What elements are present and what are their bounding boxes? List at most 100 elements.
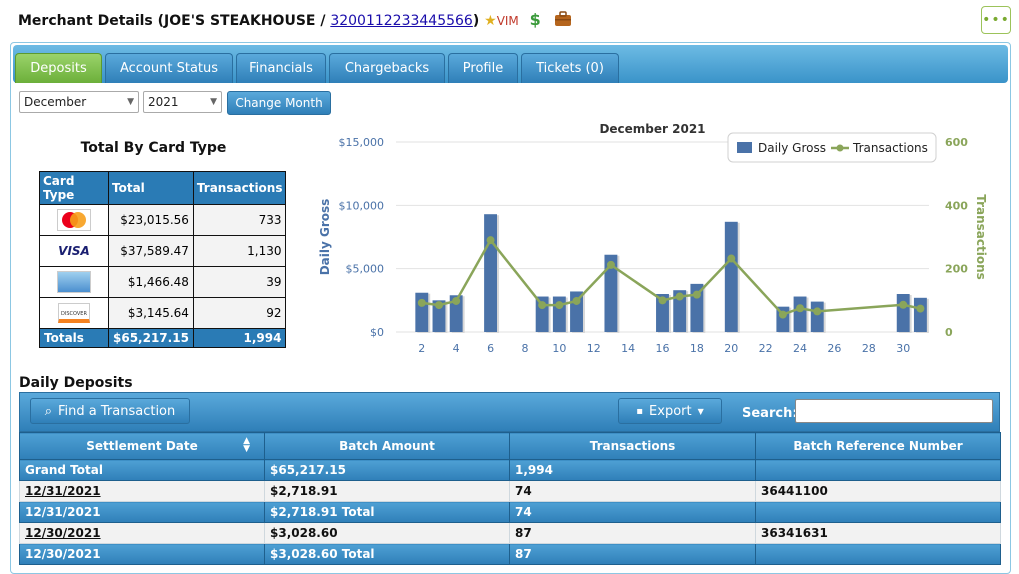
briefcase-icon[interactable] — [554, 11, 572, 31]
table-row: $1,466.48 39 — [39, 266, 287, 298]
y-tick-label: $15,000 — [339, 136, 385, 149]
bar — [673, 290, 687, 332]
bar — [724, 221, 738, 332]
line-point — [606, 260, 615, 269]
card-type-title: Total By Card Type — [80, 140, 227, 156]
bar — [449, 295, 463, 332]
title-prefix: Merchant Details (JOE'S STEAKHOUSE / — [18, 13, 331, 29]
settlement-date-label: Settlement Date — [86, 439, 198, 453]
y2-tick-label: 400 — [945, 199, 968, 212]
tab-financials[interactable]: Financials — [236, 53, 326, 83]
legend-bar-swatch — [737, 142, 752, 153]
table-row: VISA $37,589.47 1,130 — [39, 235, 287, 267]
y-axis-label: Daily Gross — [318, 199, 332, 276]
card-type-table: Card Type Total Transactions $23,015.56 … — [39, 171, 287, 348]
legend-line-point — [836, 144, 844, 152]
row-date-link[interactable]: 12/30/2021 — [19, 522, 265, 544]
x-tick-label: 4 — [453, 342, 460, 355]
deposits-toolbar: ⌕ Find a Transaction ▪ Export ▼ Search: — [19, 392, 1000, 432]
card-total: $23,015.56 — [108, 204, 194, 236]
year-value: 2021 — [148, 95, 179, 109]
y2-tick-label: 0 — [945, 326, 953, 339]
row-date: Grand Total — [19, 459, 265, 481]
tab-profile[interactable]: Profile — [448, 53, 518, 83]
col-batch-reference[interactable]: Batch Reference Number — [755, 432, 1001, 460]
daily-deposits-title: Daily Deposits — [19, 375, 133, 391]
x-tick-label: 22 — [759, 342, 773, 355]
table-row[interactable]: 12/30/2021 $3,028.60 87 36341631 — [19, 522, 1001, 544]
y-tick-label: $0 — [370, 326, 384, 339]
row-reference: 36441100 — [755, 480, 1001, 502]
totals-label: Totals — [39, 328, 109, 348]
x-tick-label: 28 — [862, 342, 876, 355]
subtotal-row: 12/30/2021 $3,028.60 Total 87 — [19, 543, 1001, 565]
tab-tickets[interactable]: Tickets (0) — [521, 53, 619, 83]
change-month-button[interactable]: Change Month — [227, 91, 331, 115]
page-title: Merchant Details (JOE'S STEAKHOUSE / 320… — [18, 10, 572, 31]
col-card-type: Card Type — [39, 171, 109, 205]
y-tick-label: $5,000 — [346, 263, 385, 276]
row-transactions: 87 — [509, 522, 756, 544]
x-tick-label: 18 — [690, 342, 704, 355]
x-tick-label: 26 — [827, 342, 841, 355]
line-point — [916, 304, 925, 313]
discover-icon: DISCOVER — [58, 303, 90, 323]
table-row: DISCOVER $3,145.64 92 — [39, 297, 287, 329]
totals-row: Totals $65,217.15 1,994 — [39, 328, 287, 348]
line-point — [899, 300, 908, 309]
year-select[interactable]: 2021 ▼ — [143, 91, 222, 113]
bar — [793, 296, 807, 332]
card-transactions: 39 — [192, 266, 287, 298]
bar — [896, 294, 910, 332]
more-options-button[interactable]: ••• — [981, 6, 1011, 34]
col-batch-amount[interactable]: Batch Amount — [264, 432, 510, 460]
card-transactions: 1,130 — [192, 235, 287, 267]
col-transactions[interactable]: Transactions — [509, 432, 756, 460]
line-point — [486, 236, 495, 245]
table-row: $23,015.56 733 — [39, 204, 287, 236]
row-reference — [755, 459, 1001, 481]
bar — [913, 297, 927, 332]
amex-icon — [57, 271, 91, 293]
line-point — [658, 296, 667, 305]
line-point — [452, 296, 461, 305]
month-select[interactable]: December ▼ — [19, 91, 139, 113]
row-date-link[interactable]: 12/31/2021 — [19, 480, 265, 502]
caret-down-icon: ▼ — [210, 97, 217, 107]
bar — [604, 254, 618, 332]
merchant-id-link[interactable]: 3200112233445566 — [330, 13, 473, 29]
totals-transactions: 1,994 — [192, 328, 287, 348]
y-tick-label: $10,000 — [339, 199, 385, 212]
x-tick-label: 6 — [487, 342, 494, 355]
daily-deposits-table: Settlement Date ▲ ▼ Batch Amount Transacti… — [19, 432, 1001, 565]
line-point — [538, 301, 547, 310]
row-date: 12/30/2021 — [19, 543, 265, 565]
col-transactions: Transactions — [192, 171, 287, 205]
x-tick-label: 30 — [896, 342, 910, 355]
line-point — [778, 310, 787, 319]
tab-deposits[interactable]: Deposits — [15, 53, 102, 83]
subtotal-row: 12/31/2021 $2,718.91 Total 74 — [19, 501, 1001, 523]
y2-tick-label: 200 — [945, 263, 968, 276]
dollar-icon[interactable]: $ — [529, 10, 541, 29]
grand-total-row: Grand Total $65,217.15 1,994 — [19, 459, 1001, 481]
col-settlement-date[interactable]: Settlement Date ▲ ▼ — [19, 432, 265, 460]
x-tick-label: 8 — [521, 342, 528, 355]
sort-icon: ▲ ▼ — [243, 436, 250, 454]
card-total: $37,589.47 — [108, 235, 194, 267]
export-button[interactable]: ▪ Export ▼ — [618, 398, 722, 424]
tab-account-status[interactable]: Account Status — [105, 53, 233, 83]
tab-chargebacks[interactable]: Chargebacks — [329, 53, 445, 83]
legend-transactions: Transactions — [852, 141, 928, 155]
table-row[interactable]: 12/31/2021 $2,718.91 74 36441100 — [19, 480, 1001, 502]
line-point — [727, 254, 736, 263]
row-amount: $3,028.60 — [264, 522, 510, 544]
month-value: December — [24, 95, 87, 109]
search-input[interactable] — [795, 399, 993, 423]
row-transactions: 74 — [509, 501, 756, 523]
find-transaction-button[interactable]: ⌕ Find a Transaction — [30, 398, 190, 424]
star-icon: ★ — [484, 13, 497, 29]
row-transactions: 1,994 — [509, 459, 756, 481]
line-point — [555, 301, 564, 310]
